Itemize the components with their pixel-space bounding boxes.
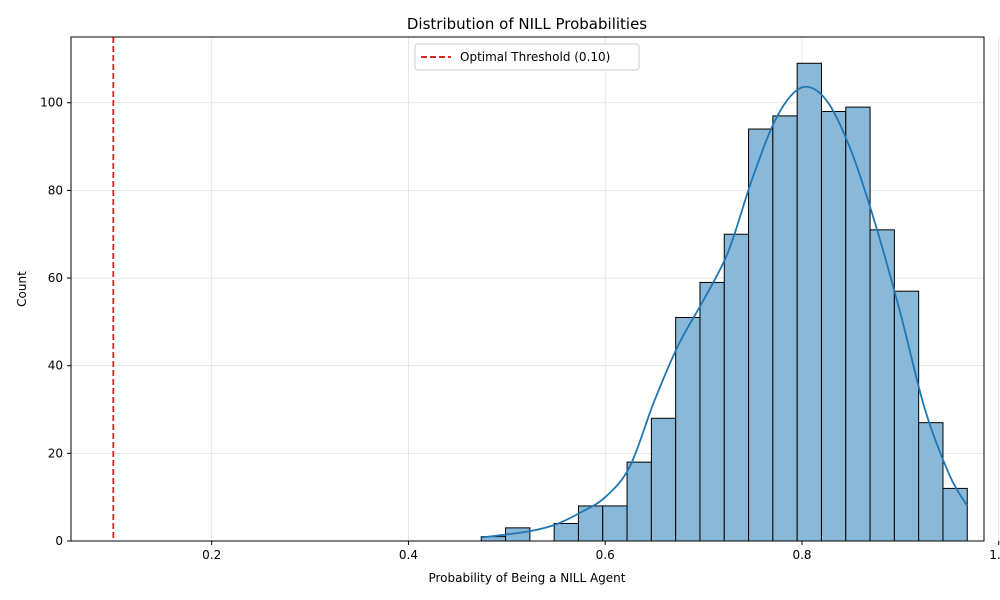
y-tick-label: 100 (40, 96, 63, 110)
x-tick-label: 0.2 (202, 548, 221, 562)
legend-threshold-label: Optimal Threshold (0.10) (460, 50, 610, 64)
histogram-bar (675, 316, 701, 542)
x-tick-label: 1.0 (989, 548, 1000, 562)
histogram-bar (869, 229, 895, 542)
histogram-bar (845, 106, 871, 542)
y-axis-label: Count (15, 271, 29, 307)
legend: Optimal Threshold (0.10) (414, 43, 640, 71)
kde-curve (481, 85, 969, 539)
y-tick-label: 80 (48, 183, 63, 197)
x-axis-ticks: 0.2 0.4 0.6 0.8 1.0 (202, 541, 1000, 562)
histogram-bar (918, 422, 944, 542)
histogram-bar (820, 111, 847, 542)
histogram-bars (480, 62, 968, 542)
x-tick-label: 0.4 (399, 548, 418, 562)
kde-line (481, 85, 969, 539)
histogram-bar (553, 522, 579, 542)
plot-frame (70, 36, 985, 542)
legend-box (414, 43, 640, 71)
histogram-bar (748, 128, 774, 542)
x-tick-label: 0.6 (596, 548, 615, 562)
x-tick-label: 0.8 (792, 548, 811, 562)
y-tick-label: 0 (55, 534, 63, 548)
histogram-bar (723, 233, 750, 542)
y-tick-label: 20 (48, 446, 63, 460)
histogram-bar (796, 62, 822, 542)
x-axis-label: Probability of Being a NILL Agent (428, 571, 625, 585)
histogram-bar (699, 281, 725, 542)
histogram-bar (772, 115, 798, 542)
histogram-bar (650, 417, 677, 542)
chart-title: Distribution of NILL Probabilities (407, 15, 647, 33)
y-axis-ticks: 0 20 40 60 80 100 (40, 96, 71, 548)
histogram-bar (893, 290, 920, 542)
histogram-bar (942, 487, 968, 542)
y-tick-label: 60 (48, 271, 63, 285)
histogram-bar (626, 461, 652, 542)
y-tick-label: 40 (48, 359, 63, 373)
histogram-bar (602, 505, 628, 542)
